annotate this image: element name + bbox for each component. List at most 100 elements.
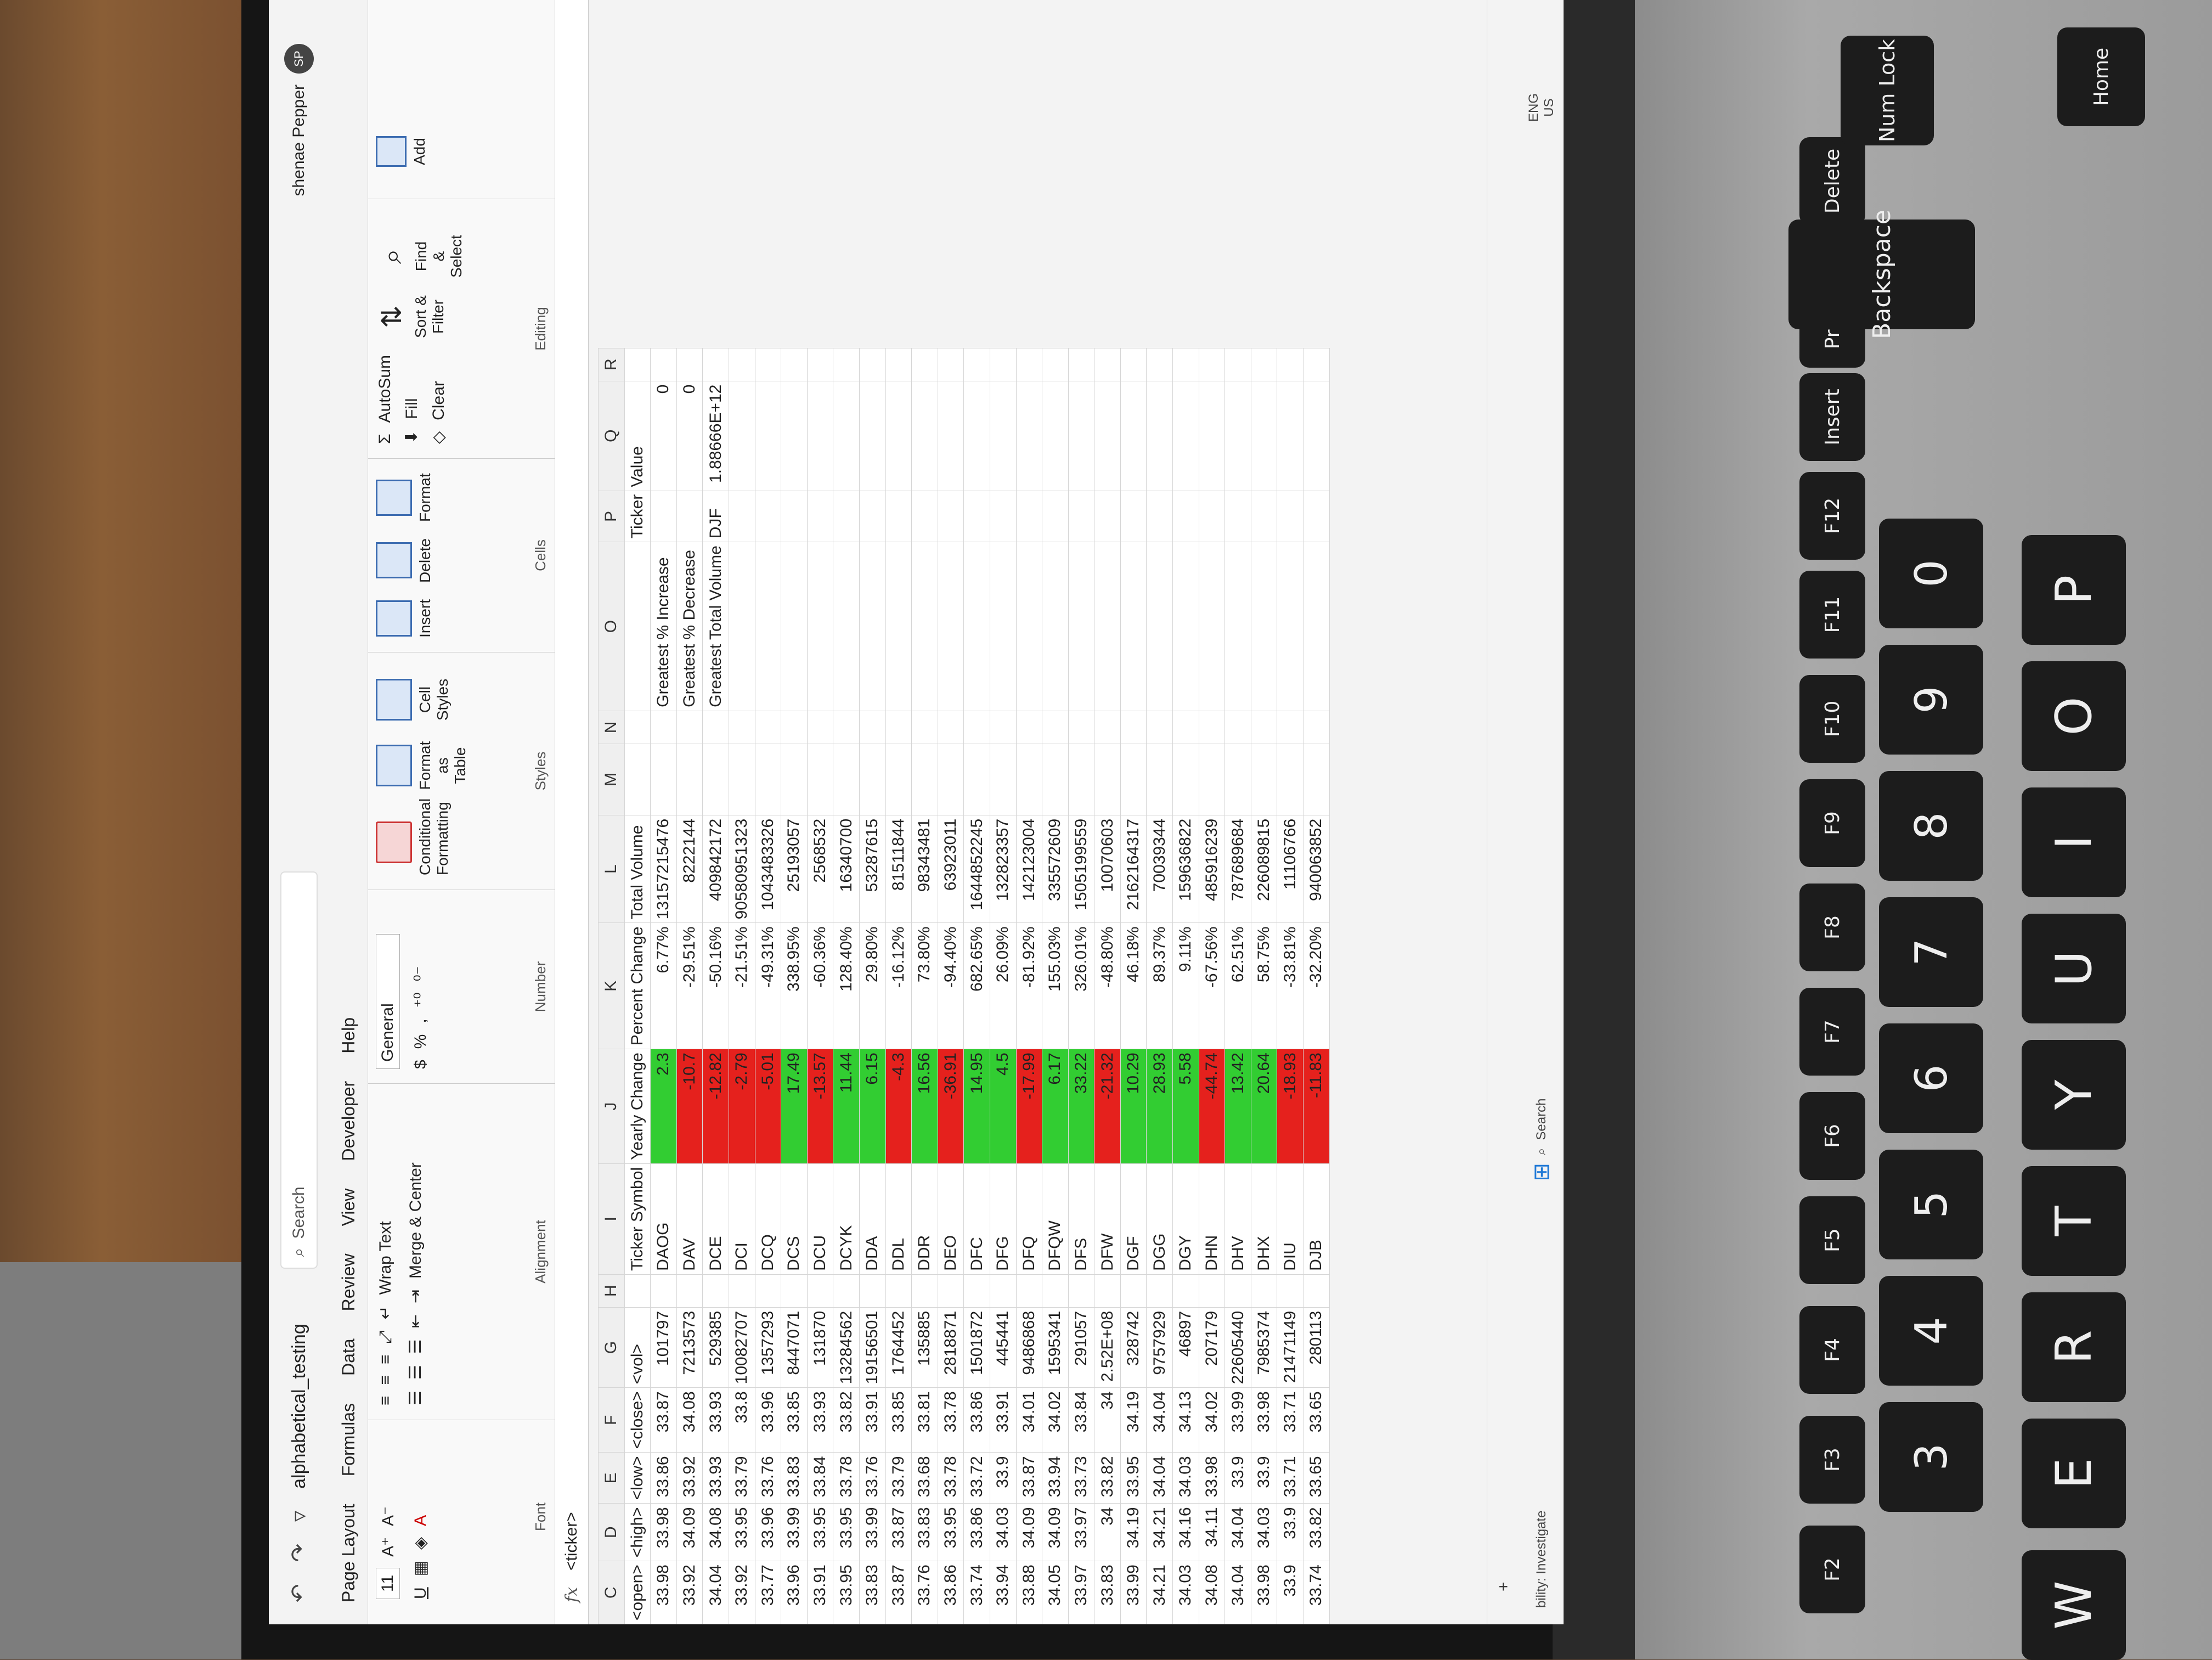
cell[interactable]: 33.84: [807, 1452, 833, 1504]
cell[interactable]: [1277, 542, 1304, 711]
cell[interactable]: -60.36%: [807, 922, 833, 1049]
cell[interactable]: 33.92: [676, 1561, 703, 1624]
cell[interactable]: DFW: [1094, 1163, 1121, 1275]
cell[interactable]: -49.31%: [755, 922, 781, 1049]
cell[interactable]: [911, 348, 938, 381]
cell[interactable]: [755, 1274, 781, 1308]
cell[interactable]: 33.85: [885, 1387, 912, 1453]
cell[interactable]: 33.65: [1303, 1387, 1330, 1453]
cell[interactable]: [1224, 381, 1251, 491]
cell[interactable]: 34.03: [1172, 1561, 1199, 1624]
cell[interactable]: [676, 491, 703, 542]
cell[interactable]: 81511844: [885, 815, 912, 923]
cell[interactable]: DCYK: [833, 1163, 860, 1275]
formula-input[interactable]: <ticker>: [562, 1512, 580, 1571]
cell[interactable]: 34.11: [1199, 1503, 1225, 1561]
cell[interactable]: 1595341: [1042, 1307, 1069, 1388]
cell[interactable]: [1094, 381, 1121, 491]
cell[interactable]: 128.40%: [833, 922, 860, 1049]
cell[interactable]: [781, 542, 808, 711]
cell[interactable]: [833, 744, 860, 815]
windows-start-icon[interactable]: ⊞: [1530, 1163, 1554, 1181]
cell[interactable]: [1146, 381, 1173, 491]
key-f8[interactable]: F8: [1799, 884, 1865, 971]
cell[interactable]: [1224, 542, 1251, 711]
column-header[interactable]: C: [598, 1561, 625, 1624]
cell[interactable]: [859, 744, 886, 815]
cell[interactable]: [1068, 744, 1094, 815]
cell[interactable]: 33.98: [650, 1503, 677, 1561]
cell[interactable]: 33.86: [963, 1387, 990, 1453]
cell[interactable]: [1068, 711, 1094, 744]
autosum-icon[interactable]: Σ: [376, 434, 394, 444]
cell[interactable]: [990, 348, 1016, 381]
increase-decimal-icon[interactable]: ⁺⁰: [411, 992, 430, 1008]
cell[interactable]: 33.98: [1251, 1387, 1277, 1453]
cell[interactable]: 155.03%: [1042, 922, 1069, 1049]
cell[interactable]: 34.19: [1120, 1503, 1147, 1561]
key-5[interactable]: 5: [1879, 1150, 1983, 1259]
cell[interactable]: [1120, 348, 1147, 381]
cell[interactable]: 34.02: [1042, 1387, 1069, 1453]
cell[interactable]: 33.82: [1094, 1452, 1121, 1504]
cell[interactable]: [990, 1274, 1016, 1308]
cell[interactable]: [963, 348, 990, 381]
user-account[interactable]: shenae Pepper SP: [284, 44, 314, 196]
align-center-icon[interactable]: ☰: [407, 1365, 425, 1380]
cell[interactable]: 6.15: [859, 1049, 886, 1164]
cell[interactable]: 7213573: [676, 1307, 703, 1388]
cell[interactable]: 98343481: [911, 815, 938, 923]
format-as-table-button[interactable]: Format as Table: [376, 738, 469, 793]
column-header[interactable]: H: [598, 1274, 625, 1308]
cell[interactable]: [1172, 381, 1199, 491]
cell[interactable]: 33.95: [833, 1561, 860, 1624]
cell[interactable]: [1146, 1274, 1173, 1308]
cell[interactable]: 29.80%: [859, 922, 886, 1049]
cell[interactable]: 280113: [1303, 1307, 1330, 1388]
cell[interactable]: 1.88666E+12: [702, 381, 729, 491]
cell[interactable]: [1068, 542, 1094, 711]
tab-help[interactable]: Help: [338, 1017, 358, 1054]
cell[interactable]: 33.78: [833, 1452, 860, 1504]
cell[interactable]: 9757929: [1146, 1307, 1173, 1388]
tab-view[interactable]: View: [338, 1188, 358, 1226]
cell[interactable]: Percent Change: [624, 922, 651, 1049]
cell[interactable]: 33.98: [650, 1561, 677, 1624]
cell[interactable]: 34: [1094, 1387, 1121, 1453]
cell[interactable]: 11.44: [833, 1049, 860, 1164]
cell[interactable]: DHV: [1224, 1163, 1251, 1275]
cell[interactable]: [1094, 1274, 1121, 1308]
cell[interactable]: [1094, 744, 1121, 815]
cell[interactable]: 33.78: [938, 1452, 964, 1504]
cell[interactable]: [885, 348, 912, 381]
underline-icon[interactable]: U: [411, 1587, 430, 1599]
cell[interactable]: 33.76: [755, 1452, 781, 1504]
cell[interactable]: 34.08: [676, 1387, 703, 1453]
cell[interactable]: 1644852245: [963, 815, 990, 923]
accessibility-status[interactable]: bility: Investigate: [1534, 1510, 1549, 1608]
align-bottom-icon[interactable]: ≡: [376, 1354, 394, 1364]
column-header[interactable]: Q: [598, 381, 625, 491]
cell[interactable]: 33.99: [1120, 1561, 1147, 1624]
cell[interactable]: [833, 348, 860, 381]
cell[interactable]: [624, 542, 651, 711]
cell[interactable]: 33.86: [938, 1561, 964, 1624]
cell[interactable]: [1277, 381, 1304, 491]
column-header[interactable]: G: [598, 1307, 625, 1388]
cell[interactable]: 19156501: [859, 1307, 886, 1388]
cell[interactable]: [1199, 491, 1225, 542]
cell[interactable]: 34: [1094, 1503, 1121, 1561]
cell[interactable]: 33.9: [1224, 1452, 1251, 1504]
cell[interactable]: 8447071: [781, 1307, 808, 1388]
cell[interactable]: 34.16: [1172, 1503, 1199, 1561]
cell[interactable]: [1016, 381, 1042, 491]
cell[interactable]: [1042, 348, 1069, 381]
outdent-icon[interactable]: ⇥: [407, 1290, 425, 1304]
key-w[interactable]: W: [2022, 1550, 2126, 1660]
font-color-icon[interactable]: A: [411, 1515, 430, 1526]
redo-icon[interactable]: ↷: [287, 1543, 311, 1562]
cell[interactable]: 58.75%: [1251, 922, 1277, 1049]
cell[interactable]: 63923011: [938, 815, 964, 923]
cell[interactable]: 33.86: [963, 1503, 990, 1561]
cell[interactable]: 33.95: [833, 1503, 860, 1561]
